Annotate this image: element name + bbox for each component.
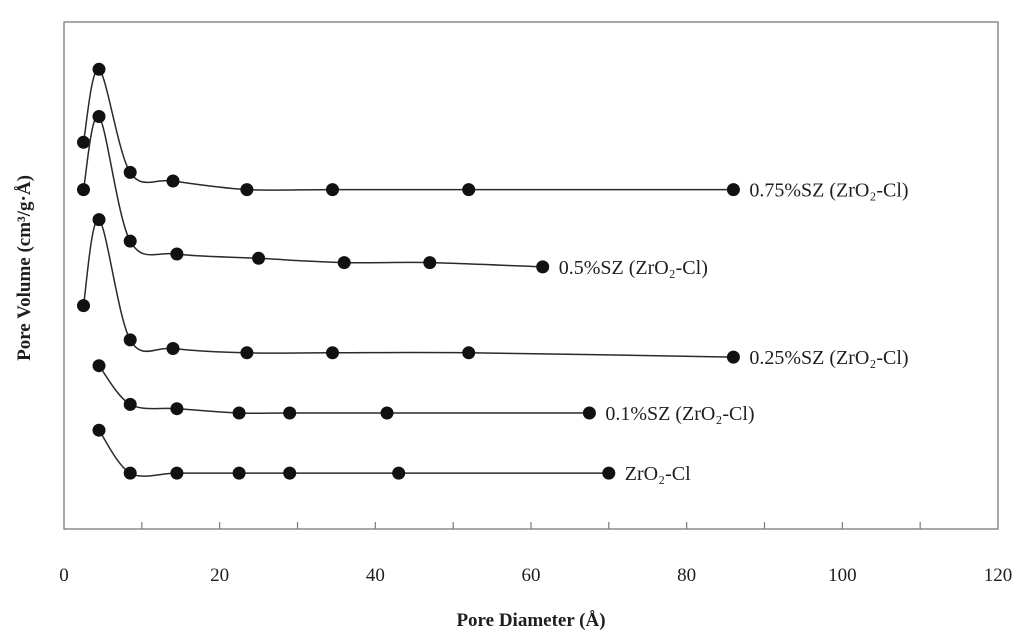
plot-frame xyxy=(63,21,999,530)
x-axis-title: Pore Diameter (Å) xyxy=(456,610,605,631)
data-point xyxy=(423,256,437,270)
series-label: 0.75%SZ (ZrO₂-Cl) xyxy=(749,180,908,202)
data-point xyxy=(123,333,137,347)
data-point xyxy=(380,406,394,420)
data-point xyxy=(77,183,90,197)
x-tick-label: 120 xyxy=(984,565,1013,586)
x-tick-label: 0 xyxy=(59,565,69,586)
data-point xyxy=(92,110,106,123)
data-point xyxy=(77,299,90,313)
data-point xyxy=(240,183,254,197)
x-tick-label: 100 xyxy=(828,565,857,586)
series-label: 0.1%SZ (ZrO₂-Cl) xyxy=(605,403,754,425)
data-point xyxy=(240,346,254,360)
series-line xyxy=(82,218,734,358)
data-point xyxy=(232,406,246,420)
series-label: 0.5%SZ (ZrO₂-Cl) xyxy=(559,257,708,279)
data-point xyxy=(726,350,740,364)
data-point xyxy=(170,402,184,416)
data-point xyxy=(170,466,184,480)
data-point xyxy=(77,135,90,149)
data-point xyxy=(326,183,339,197)
data-point xyxy=(726,183,740,197)
series-2: 0.5%SZ (ZrO₂-Cl) xyxy=(77,110,708,279)
data-point xyxy=(123,234,137,248)
data-point xyxy=(536,260,550,274)
data-point xyxy=(166,342,180,355)
x-tick-label: 60 xyxy=(522,565,541,586)
data-point xyxy=(123,397,137,411)
data-point xyxy=(252,251,266,265)
data-point xyxy=(92,423,106,437)
data-point xyxy=(337,256,351,270)
series-line xyxy=(82,68,734,191)
data-point xyxy=(582,406,596,420)
data-point xyxy=(602,466,616,480)
y-axis-title: Pore Volume (cm³/g·Å) xyxy=(14,175,35,361)
x-axis-ticks: 0 20 40 60 80 100 120 xyxy=(59,522,1012,586)
data-point xyxy=(392,466,406,480)
series-layer: 0.75%SZ (ZrO₂-Cl) 0.5%SZ (ZrO₂-Cl) 0.25%SZ… xyxy=(77,62,909,485)
series-4: 0.1%SZ (ZrO₂-Cl) xyxy=(92,359,755,425)
data-point xyxy=(283,406,297,420)
data-point xyxy=(166,174,180,188)
data-point xyxy=(123,466,137,480)
data-point xyxy=(283,466,297,480)
series-label: ZrO₂-Cl xyxy=(625,463,691,485)
data-point xyxy=(170,247,184,261)
data-point xyxy=(462,183,476,197)
series-5: ZrO₂-Cl xyxy=(92,423,691,485)
data-point xyxy=(92,359,106,373)
x-tick-label: 40 xyxy=(366,565,385,586)
data-point xyxy=(92,213,106,227)
data-point xyxy=(92,62,106,76)
data-point xyxy=(462,346,476,360)
series-3: 0.25%SZ (ZrO₂-Cl) xyxy=(77,213,909,369)
x-tick-label: 20 xyxy=(210,565,229,586)
series-label: 0.25%SZ (ZrO₂-Cl) xyxy=(749,347,908,369)
x-tick-label: 80 xyxy=(677,565,696,586)
series-1: 0.75%SZ (ZrO₂-Cl) xyxy=(77,62,909,202)
data-point xyxy=(123,165,137,179)
data-point xyxy=(326,346,339,360)
data-point xyxy=(232,466,246,480)
